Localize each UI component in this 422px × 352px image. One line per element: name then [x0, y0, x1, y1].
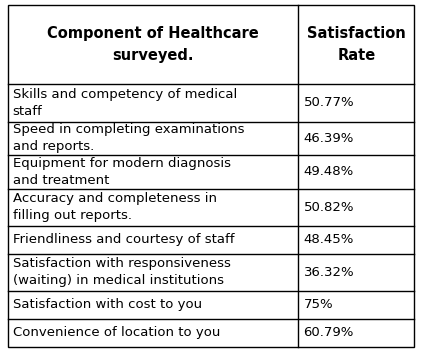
Text: Skills and competency of medical
staff: Skills and competency of medical staff: [13, 88, 237, 118]
Text: 46.39%: 46.39%: [303, 132, 354, 145]
Text: Satisfaction with cost to you: Satisfaction with cost to you: [13, 298, 202, 312]
Text: 48.45%: 48.45%: [303, 233, 354, 246]
Text: Satisfaction with responsiveness
(waiting) in medical institutions: Satisfaction with responsiveness (waitin…: [13, 257, 230, 287]
Text: 36.32%: 36.32%: [303, 266, 354, 279]
Text: Accuracy and completeness in
filling out reports.: Accuracy and completeness in filling out…: [13, 192, 216, 222]
Text: 60.79%: 60.79%: [303, 326, 354, 339]
Text: 75%: 75%: [303, 298, 333, 312]
Text: 49.48%: 49.48%: [303, 165, 354, 178]
Text: 50.82%: 50.82%: [303, 201, 354, 214]
Text: Speed in completing examinations
and reports.: Speed in completing examinations and rep…: [13, 123, 244, 153]
Text: 50.77%: 50.77%: [303, 96, 354, 109]
Text: Convenience of location to you: Convenience of location to you: [13, 326, 220, 339]
Text: Equipment for modern diagnosis
and treatment: Equipment for modern diagnosis and treat…: [13, 157, 231, 187]
Text: Friendliness and courtesy of staff: Friendliness and courtesy of staff: [13, 233, 234, 246]
Text: Satisfaction
Rate: Satisfaction Rate: [307, 26, 406, 63]
Text: Component of Healthcare
surveyed.: Component of Healthcare surveyed.: [47, 26, 259, 63]
